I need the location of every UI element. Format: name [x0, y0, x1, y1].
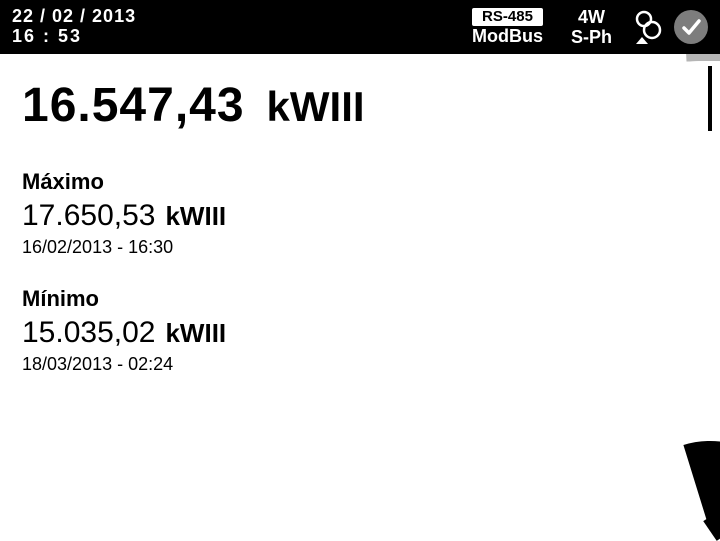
date-text: 22 / 02 / 2013: [12, 7, 136, 27]
analog-gauge: 10.00020.000: [210, 54, 720, 541]
min-value: 15.035,02: [22, 316, 155, 350]
gauge-svg: 10.00020.000: [210, 54, 720, 541]
comm-protocol: ModBus: [472, 27, 543, 46]
wiring-top: 4W: [578, 8, 605, 27]
wiring-sub: S-Ph: [571, 28, 612, 47]
status-bar: 22 / 02 / 2013 16 : 53 RS-485 ModBus 4W …: [0, 0, 720, 54]
comm-mode-box: RS-485: [472, 8, 543, 26]
wiring-indicator: 4W S-Ph: [571, 8, 612, 47]
comm-indicator: RS-485 ModBus: [472, 8, 543, 46]
max-value: 17.650,53: [22, 199, 155, 233]
memory-icon: [634, 10, 662, 44]
time-text: 16 : 53: [12, 27, 136, 47]
confirm-icon[interactable]: [674, 10, 708, 44]
main-area: 16.547,43 kWIII Máximo 17.650,53 kWIII 1…: [0, 54, 720, 541]
datetime-block: 22 / 02 / 2013 16 : 53: [12, 7, 136, 47]
